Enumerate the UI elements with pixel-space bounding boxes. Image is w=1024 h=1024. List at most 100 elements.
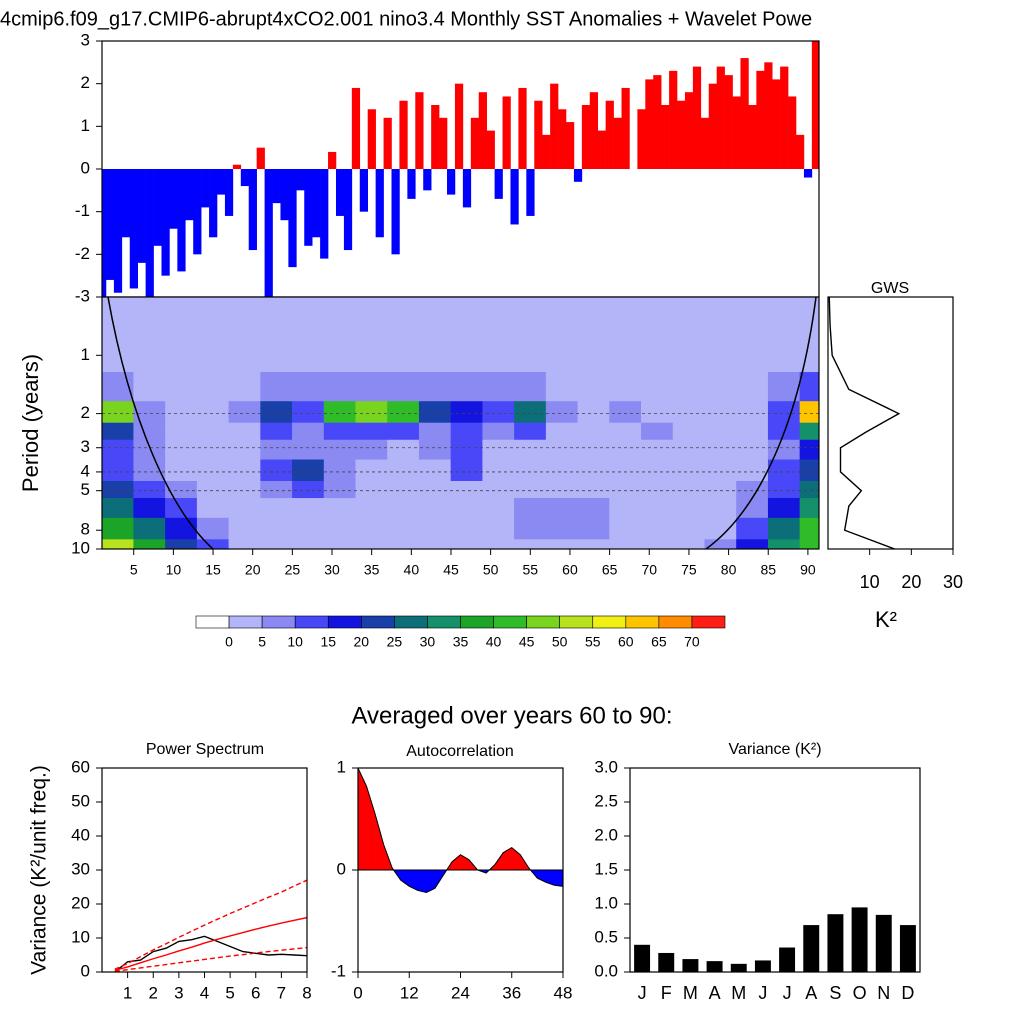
colorbar-box [361,615,395,629]
power-cell [387,459,420,482]
power-cell [355,340,388,373]
anomaly-bar [502,96,511,169]
power-cell [418,310,452,341]
y-tick-label: 1 [81,345,90,364]
power-cell [545,372,579,402]
y-tick-label: 50 [71,791,90,810]
power-cell [545,481,579,499]
power-cell [196,422,230,441]
power-cell [482,422,515,441]
colorbar-label: 15 [320,634,336,650]
power-cell [323,539,357,549]
colorbar-box [592,615,627,629]
x-tick-label: 3 [174,983,183,1002]
x-tick-label: 5 [130,562,138,578]
power-cell [672,481,706,499]
section-title: Averaged over years 60 to 90: [351,702,672,729]
power-cell [514,297,547,312]
power-cell [672,539,706,549]
power-cell [228,310,261,341]
colorbar-box [261,615,296,629]
anomaly-bar [573,169,583,182]
x-tick-label: 30 [324,562,340,578]
anomaly-bar [240,169,250,187]
anomaly-bar [145,169,154,297]
colorbar-box [460,615,494,629]
power-cell [482,310,515,341]
power-cell [767,439,801,461]
power-cell [260,517,293,540]
bar [730,963,747,972]
x-tick-label: 25 [285,562,301,578]
series-line [828,297,901,549]
anomaly-bar [320,169,329,259]
power-cell [292,372,325,402]
power-cell [672,439,706,461]
anomaly-bar [415,92,424,169]
power-cell [609,439,642,461]
anomaly-bar [795,134,805,169]
x-tick-label: J [638,983,647,1003]
power-cell [799,517,819,540]
colorbar-label: 10 [287,634,303,650]
anomaly-bar [272,169,281,204]
anomaly-bar [565,122,575,169]
power-cell [799,459,819,482]
coi-left [107,296,214,550]
power-cell [133,498,166,519]
power-cell [355,481,388,499]
power-cell [767,459,801,482]
bar [899,925,916,972]
power-cell [102,517,135,540]
power-cell [577,401,610,424]
power-cell [767,539,801,549]
autocorr-fill [451,854,461,871]
x-tick-label: M [683,983,698,1003]
power-cell [418,439,452,461]
power-cell [736,297,769,312]
plot-frame [101,767,308,973]
power-cell [133,439,166,461]
x-tick-label: A [709,983,721,1003]
power-cell [799,481,819,499]
y-tick-label: 10 [71,927,90,946]
power-cell [165,498,198,519]
power-cell [323,340,357,373]
power-cell [228,422,261,441]
power-cell [292,297,325,312]
y-tick-label: 3 [81,437,90,456]
power-cell [228,481,261,499]
panel-title: Power Spectrum [146,741,264,758]
power-cell [387,340,420,373]
anomaly-bar [478,92,487,169]
power-cell [418,340,452,373]
power-cell [102,439,135,461]
anomaly-bar [335,169,345,216]
colorbar-box [658,615,693,629]
series-line [114,946,307,972]
power-cell [641,459,674,482]
power-cell [641,372,674,402]
bar [779,947,796,972]
colorbar-label: 20 [354,634,370,650]
x-tick-label: 36 [502,983,521,1002]
power-cell [672,297,706,312]
power-cell [450,539,484,549]
power-cell [577,310,610,341]
power-cell [482,498,515,519]
series-line [114,879,307,970]
x-tick-label: 24 [451,983,470,1002]
y-tick-label: 0 [81,158,90,177]
power-cell [736,340,769,373]
power-cell [228,517,261,540]
colorbar-box [493,615,527,629]
x-tick-label: 45 [443,562,459,578]
power-cell [514,401,547,424]
power-cell [102,297,135,312]
anomaly-bar [454,83,464,169]
power-cell [577,481,610,499]
anomaly-bar [684,92,694,169]
x-tick-label: 48 [554,983,573,1002]
power-cell [545,498,579,519]
